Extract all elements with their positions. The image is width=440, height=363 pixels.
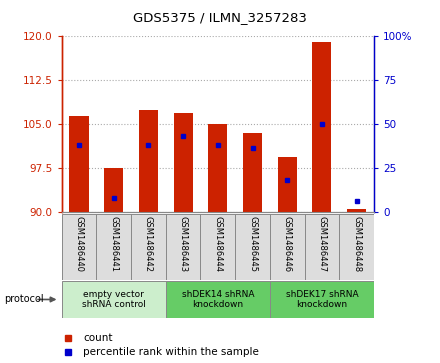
Text: GDS5375 / ILMN_3257283: GDS5375 / ILMN_3257283 (133, 11, 307, 24)
Bar (139, 110, 158, 212)
Text: protocol: protocol (4, 294, 44, 305)
Text: GSM1486441: GSM1486441 (109, 216, 118, 272)
Text: GSM1486442: GSM1486442 (144, 216, 153, 272)
Bar (312, 42, 331, 212)
Bar (70, 115, 88, 212)
Text: GSM1486448: GSM1486448 (352, 216, 361, 272)
Bar (347, 209, 366, 212)
Bar (243, 133, 262, 212)
Text: GSM1486440: GSM1486440 (74, 216, 84, 272)
Text: shDEK17 shRNA
knockdown: shDEK17 shRNA knockdown (286, 290, 358, 309)
Text: count: count (84, 333, 113, 343)
Text: GSM1486446: GSM1486446 (283, 216, 292, 272)
Bar (166, 281, 270, 318)
Text: empty vector
shRNA control: empty vector shRNA control (82, 290, 146, 309)
Bar (104, 168, 123, 212)
Text: GSM1486447: GSM1486447 (317, 216, 326, 272)
Bar (62, 281, 166, 318)
Bar (208, 124, 227, 212)
Bar (278, 156, 297, 212)
Text: GSM1486444: GSM1486444 (213, 216, 222, 272)
Bar (270, 281, 374, 318)
Text: shDEK14 shRNA
knockdown: shDEK14 shRNA knockdown (182, 290, 254, 309)
Bar (173, 113, 193, 212)
Text: percentile rank within the sample: percentile rank within the sample (84, 347, 259, 357)
Text: GSM1486445: GSM1486445 (248, 216, 257, 272)
Text: GSM1486443: GSM1486443 (179, 216, 187, 272)
